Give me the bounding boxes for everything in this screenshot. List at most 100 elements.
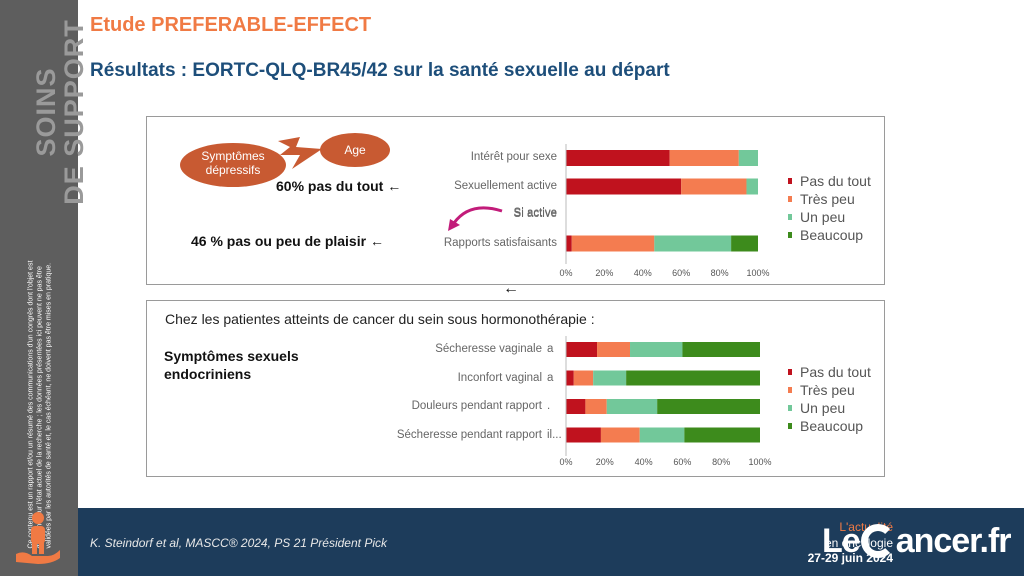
legend-item: Beaucoup [788,418,863,434]
x-tick-label: 80% [712,457,731,467]
category-label: Sexuellement active [454,179,557,192]
bubble-age: Age [320,133,390,167]
x-tick-label: 60% [672,268,691,278]
bar-segment [566,235,572,252]
bar-segment [566,150,670,166]
brand-c-icon [860,524,895,558]
category-marker: il... [547,428,562,441]
legend-swatch [788,196,792,202]
bar-segment [571,235,655,252]
bar-segment [657,399,760,414]
panel-baseline [146,116,885,285]
legend-swatch [788,405,792,411]
bar-segment [593,370,627,386]
x-tick-label: 100% [746,268,770,278]
bar-segment [597,342,631,357]
bar-segment [630,342,683,357]
category-marker: . [547,400,551,412]
x-tick-label: 40% [633,268,652,278]
patient-care-icon [16,512,60,564]
bar-segment [738,150,758,166]
bar-segment [684,427,760,443]
legend-item: Très peu [788,382,855,398]
bar-segment [566,399,586,414]
bar-segment [746,178,758,195]
bar-segment [566,178,682,195]
x-tick-label: 0% [559,457,573,467]
x-tick-label: 20% [595,268,614,278]
legend-swatch [788,423,792,429]
legend-item: Très peu [788,191,855,207]
legend-item: Pas du tout [788,173,871,189]
bar-segment [669,150,739,166]
study-title: Etude PREFERABLE-EFFECT [90,14,372,36]
legend-item: Un peu [788,209,845,225]
x-tick-label: 0% [559,268,573,278]
lightning-icon [278,137,322,169]
bubble-symptomes: Symptômes dépressifs [180,143,286,187]
category-label: Sécheresse vaginale [435,343,542,355]
x-tick-label: 20% [595,457,614,467]
bar-segment [573,370,594,386]
legend-swatch [788,214,792,220]
legend-item: Beaucoup [788,227,863,243]
curved-arrow-icon [448,206,503,231]
bar-segment [682,342,760,357]
legend-label: Pas du tout [800,364,871,380]
symptom-label-line2: endocriniens [164,366,252,382]
legend-swatch [788,387,792,393]
bar-segment [681,178,747,195]
x-tick-label: 60% [673,457,692,467]
category-label: Intérêt pour sexe [470,151,557,163]
legend-label: Un peu [800,400,846,416]
panel-endocrine [146,300,885,477]
symptom-label-line1: Symptômes sexuels [164,348,299,364]
category-label: Douleurs pendant rapport [411,400,542,412]
category-label: Rapports satisfaisants [443,236,557,249]
si-active-label: Si active [513,207,557,219]
brand-left: Le [822,522,861,560]
legend-swatch [788,232,792,238]
bar-segment [654,235,732,252]
legend-label: Pas du tout [800,173,871,189]
reference: K. Steindorf et al, MASCC® 2024, PS 21 P… [90,536,387,550]
legend-label: Beaucoup [800,227,864,243]
category-marker: a [547,371,554,384]
category-label: Sécheresse pendant rapport [396,428,542,441]
endocrine-symptoms-label: Symptômes sexuels endocriniens [164,347,299,383]
legend-label: Très peu [800,191,855,207]
results-subtitle: Résultats : EORTC-QLQ-BR45/42 sur la san… [90,60,670,81]
category-marker: a [547,343,554,355]
callout-plaisir: 46 % pas ou peu de plaisir ← [191,233,384,249]
legend-label: Très peu [800,382,855,398]
x-tick-label: 40% [634,457,653,467]
footer: K. Steindorf et al, MASCC® 2024, PS 21 P… [78,508,1024,576]
brand-right: ancer.fr [895,522,1012,560]
category-label: Si active [513,208,557,220]
brand-logo: Le ancer.fr [822,522,1012,561]
legend-swatch [788,369,792,375]
callout-pas-du-tout: 60% pas du tout ← [276,178,402,194]
panel2-heading: Chez les patientes atteints de cancer du… [165,311,595,327]
bar-segment [566,427,601,443]
category-label: Inconfort vaginal [457,371,542,384]
bar-segment [600,427,640,443]
legend-label: Un peu [800,209,846,225]
bar-segment [639,427,685,443]
bar-segment [606,399,658,414]
bar-segment [731,235,758,252]
legend-item: Pas du tout [788,364,871,380]
bar-segment [626,370,760,386]
legend-label: Beaucoup [800,418,864,434]
legend-swatch [788,178,792,184]
sidebar: SOINS DE SUPPORT Ce contenu est un rappo… [0,0,89,576]
middle-arrow: ← [503,280,519,297]
x-tick-label: 100% [748,457,772,467]
legend-item: Un peu [788,400,845,416]
bar-segment [566,342,598,357]
x-tick-label: 80% [710,268,729,278]
bar-segment [566,370,574,386]
